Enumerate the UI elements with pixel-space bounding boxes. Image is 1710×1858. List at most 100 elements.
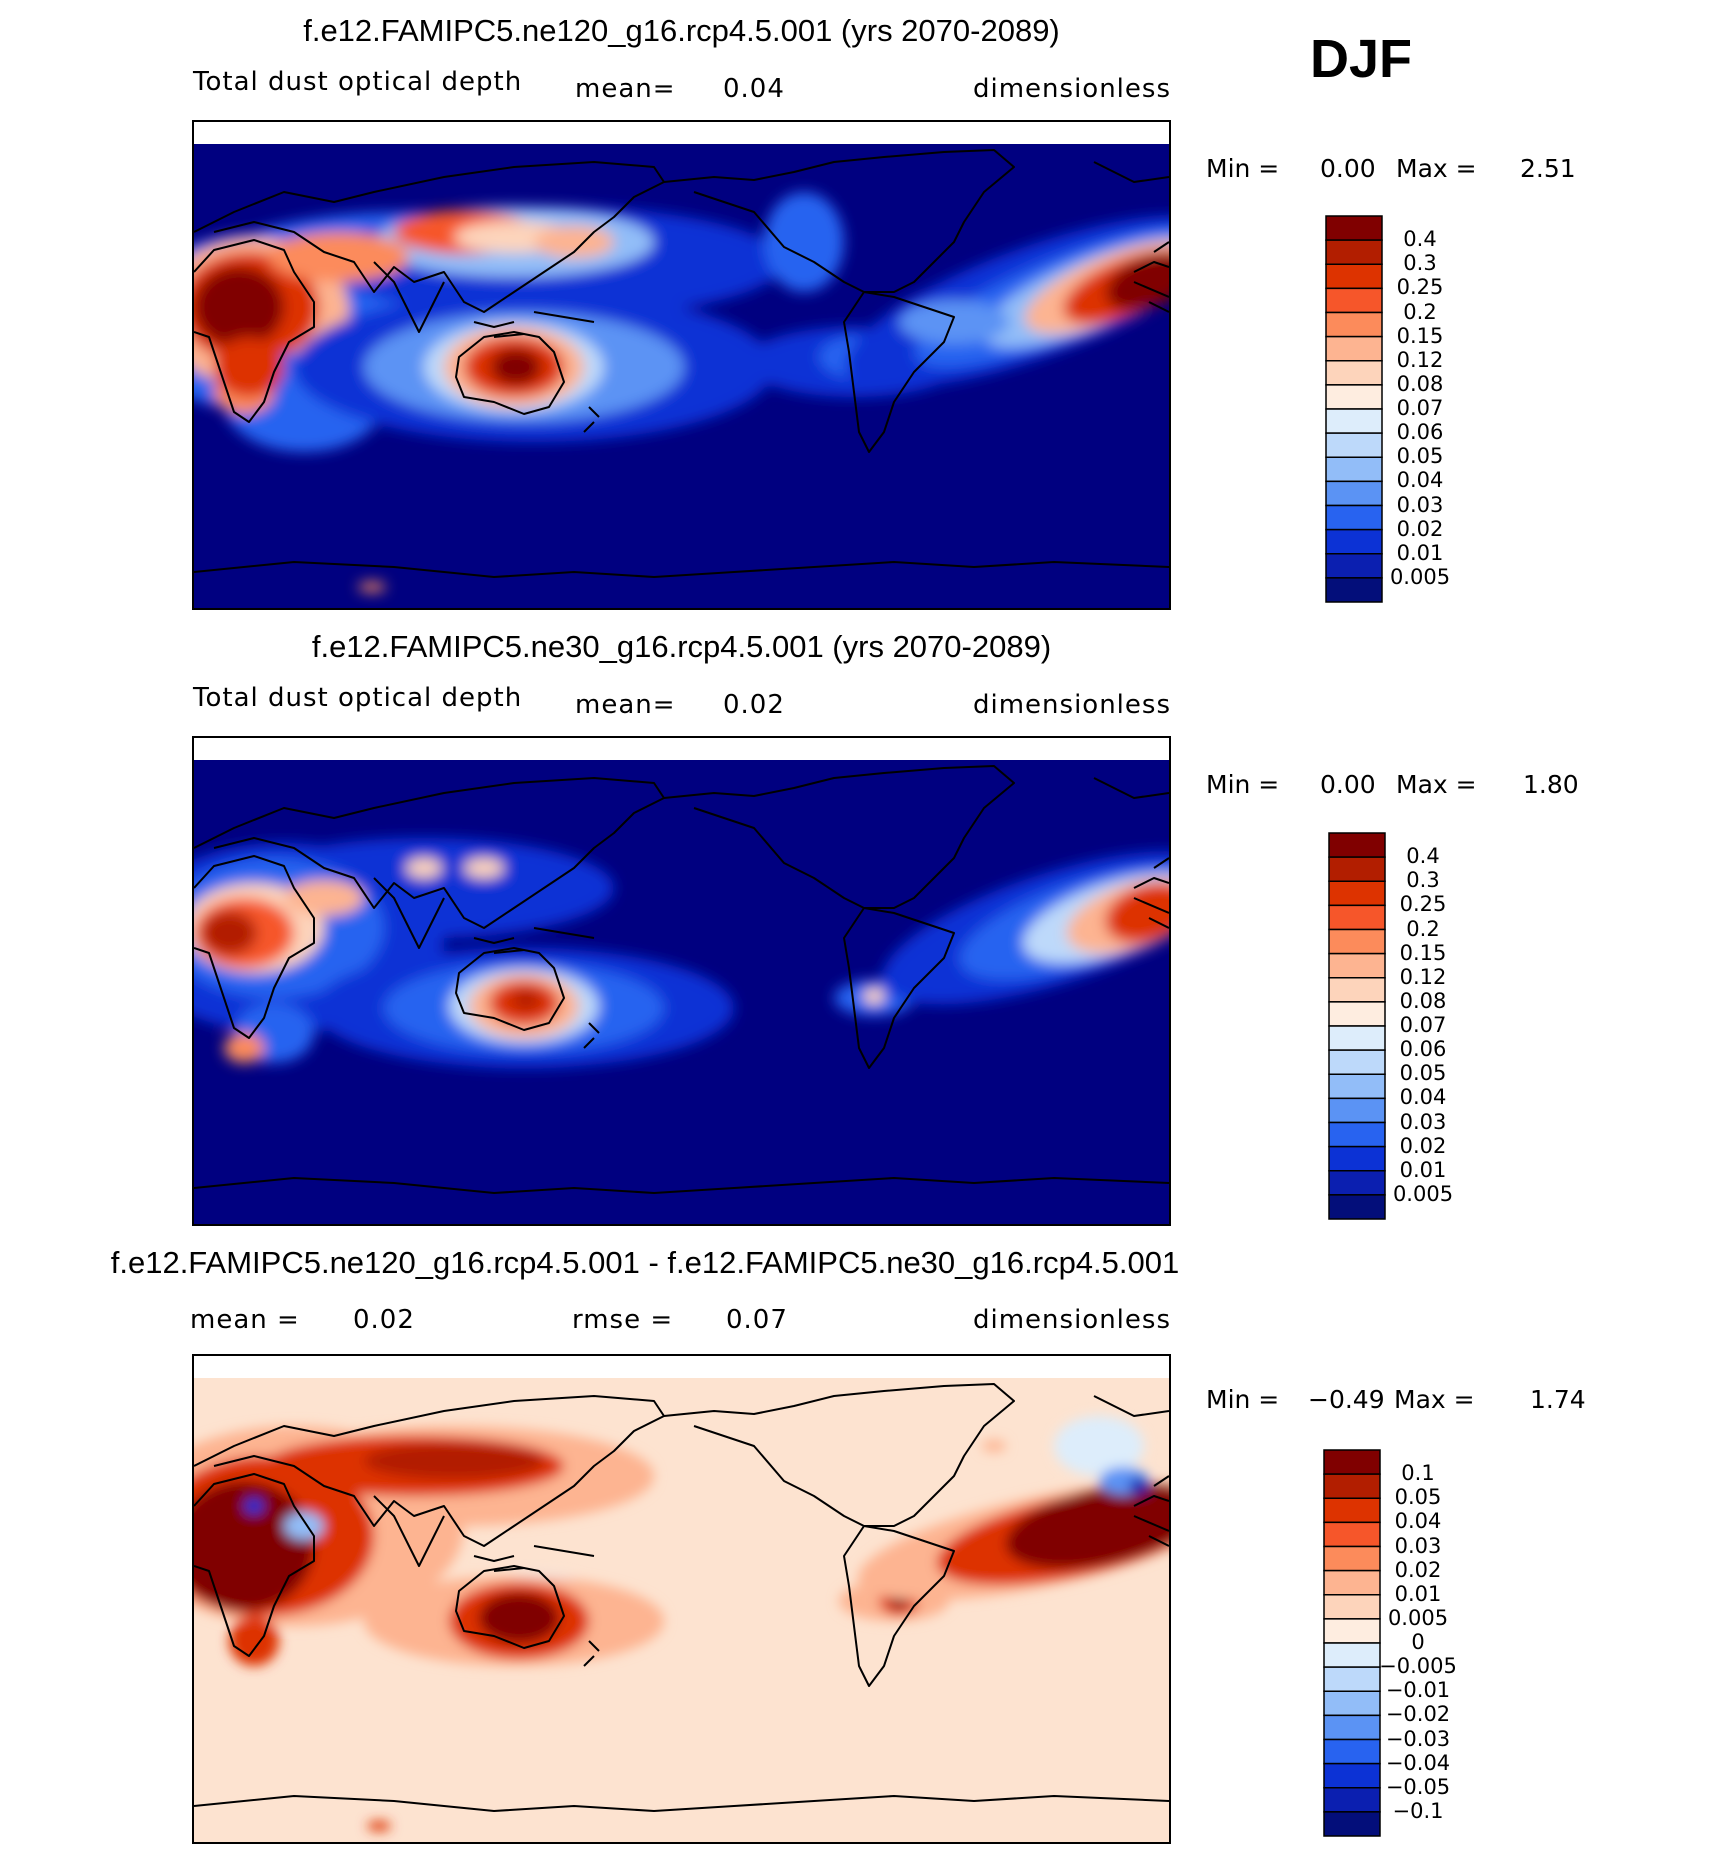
coast-africa [194, 855, 315, 1039]
colorbar-tick-label: 0.4 [1406, 844, 1440, 869]
panel1-title: f.e12.FAMIPC5.ne120_g16.rcp4.5.001 (yrs … [303, 13, 1060, 48]
colorbar-swatch [1323, 1811, 1381, 1837]
panel2-units: dimensionless [973, 690, 1171, 720]
colorbar-swatch [1325, 480, 1383, 507]
colorbar-svg [1323, 1449, 1381, 1837]
coast-antarctica [194, 1795, 1169, 1812]
colorbar-tick-label: 0.15 [1399, 940, 1447, 965]
colorbar-swatch [1328, 1145, 1386, 1172]
colorbar-tick-label: 0.005 [1387, 1605, 1449, 1630]
coast-south-america [843, 1525, 955, 1687]
coast-newzealand [583, 1022, 600, 1049]
colorbar-tick-label: −0.03 [1385, 1726, 1451, 1751]
colorbar-tick-label: 0.08 [1399, 988, 1447, 1013]
panel2-title: f.e12.FAMIPC5.ne30_g16.rcp4.5.001 (yrs 2… [311, 629, 1052, 664]
panel3-mean-label: mean = [190, 1305, 300, 1335]
panel1-mean-label: mean= [575, 74, 676, 104]
colorbar-tick-label: 0.25 [1396, 275, 1444, 300]
colorbar-tick-label: 0.01 [1399, 1157, 1447, 1182]
panel3-title: f.e12.FAMIPC5.ne120_g16.rcp4.5.001 - f.e… [110, 1245, 1180, 1280]
colorbar-swatch [1328, 1049, 1386, 1075]
coast-north-america [663, 1383, 1015, 1527]
colorbar-swatch [1328, 1121, 1386, 1148]
panel3-units: dimensionless [973, 1305, 1171, 1335]
colorbar-swatch [1325, 239, 1383, 265]
panel2-variable: Total dust optical depth [193, 683, 523, 713]
panel2-max-value: 1.80 [1523, 770, 1579, 799]
colorbar-tick-label: −0.1 [1392, 1798, 1444, 1823]
colorbar-tick-label: 0.01 [1396, 540, 1444, 565]
colorbar-tick-label: 0 [1411, 1630, 1425, 1654]
colorbar-swatch [1323, 1618, 1381, 1644]
colorbar-swatch [1323, 1521, 1381, 1548]
colorbar-tick-label: 0.12 [1399, 964, 1447, 989]
colorbar-swatch [1328, 977, 1386, 1003]
colorbar-swatch [1325, 504, 1383, 531]
coast-europe-east [1093, 777, 1169, 914]
coast-africa-east [1133, 261, 1169, 313]
panel3-rmse-label: rmse = [572, 1305, 674, 1335]
colorbar-tick-label: 0.005 [1389, 564, 1451, 589]
colorbar-swatch [1325, 311, 1383, 338]
colorbar-swatch [1328, 880, 1386, 907]
colorbar-tick-label: −0.02 [1385, 1702, 1451, 1727]
colorbar-swatch [1323, 1787, 1381, 1813]
coast-south-america [843, 291, 955, 453]
colorbar-swatch [1325, 360, 1383, 386]
coast-europe-east [1093, 161, 1169, 298]
colorbar-swatch [1328, 832, 1386, 858]
colorbar-tick-label: 0.12 [1396, 347, 1444, 372]
coast-north-america [663, 765, 1015, 909]
colorbar-swatch [1328, 952, 1386, 979]
colorbar-tick-label: −0.005 [1379, 1654, 1457, 1679]
colorbar-tick-label: 0.04 [1399, 1085, 1447, 1110]
colorbar-swatch [1325, 528, 1383, 555]
coast-africa [194, 239, 315, 423]
colorbar-tick-label: 0.03 [1396, 492, 1444, 517]
panel2-max-label: Max = [1396, 770, 1477, 799]
colorbar-swatch [1328, 1170, 1386, 1196]
colorbar-swatch [1323, 1545, 1381, 1572]
panel2-min-value: 0.00 [1320, 770, 1376, 799]
coast-newzealand [583, 406, 600, 433]
colorbar-tick-label: 0.02 [1394, 1557, 1442, 1582]
colorbar-tick-label: 0.03 [1394, 1533, 1442, 1558]
coast-north-america [663, 149, 1015, 293]
coast-islands [473, 927, 595, 954]
panel1-max-value: 2.51 [1520, 154, 1576, 183]
colorbar-tick-label: 0.05 [1399, 1061, 1447, 1086]
colorbar-swatch [1323, 1642, 1381, 1668]
coast-australia [455, 1565, 565, 1649]
colorbar-tick-label: 0.3 [1403, 251, 1437, 276]
colorbar-tick-label: 0.02 [1399, 1133, 1447, 1158]
panel1-min-value: 0.00 [1320, 154, 1376, 183]
colorbar-svg [1325, 215, 1383, 603]
panel3-mean-value: 0.02 [353, 1305, 415, 1335]
coast-islands [473, 1545, 595, 1572]
colorbar-swatch [1323, 1473, 1381, 1499]
panel1-min-label: Min = [1206, 154, 1280, 183]
colorbar-tick-label: 0.005 [1392, 1181, 1454, 1206]
colorbar-swatch [1325, 335, 1383, 362]
colorbar-swatch [1328, 1097, 1386, 1124]
coast-africa-east [1133, 877, 1169, 929]
colorbar-swatch [1323, 1594, 1381, 1620]
colorbar-tick-label: 0.06 [1396, 420, 1444, 445]
panel2-mean-value: 0.02 [723, 690, 785, 720]
colorbar-tick-label: 0.3 [1406, 868, 1440, 893]
coast-antarctica [194, 561, 1169, 578]
colorbar-tick-label: 0.01 [1394, 1581, 1442, 1606]
colorbar-swatch [1328, 1073, 1386, 1100]
colorbar-tick-label: 0.15 [1396, 323, 1444, 348]
colorbar-tick-label: 0.07 [1399, 1013, 1447, 1037]
colorbar-swatch [1325, 432, 1383, 458]
coast-islands [473, 311, 595, 338]
colorbar-tick-label: −0.01 [1385, 1678, 1451, 1703]
coast-australia [455, 331, 565, 415]
colorbar-swatch [1325, 456, 1383, 483]
panel3-map [192, 1354, 1171, 1844]
colorbar-tick-label: 0.06 [1399, 1037, 1447, 1062]
panel3-min-value: −0.49 [1308, 1385, 1385, 1414]
panel1-max-label: Max = [1396, 154, 1477, 183]
panel2-map [192, 736, 1171, 1226]
